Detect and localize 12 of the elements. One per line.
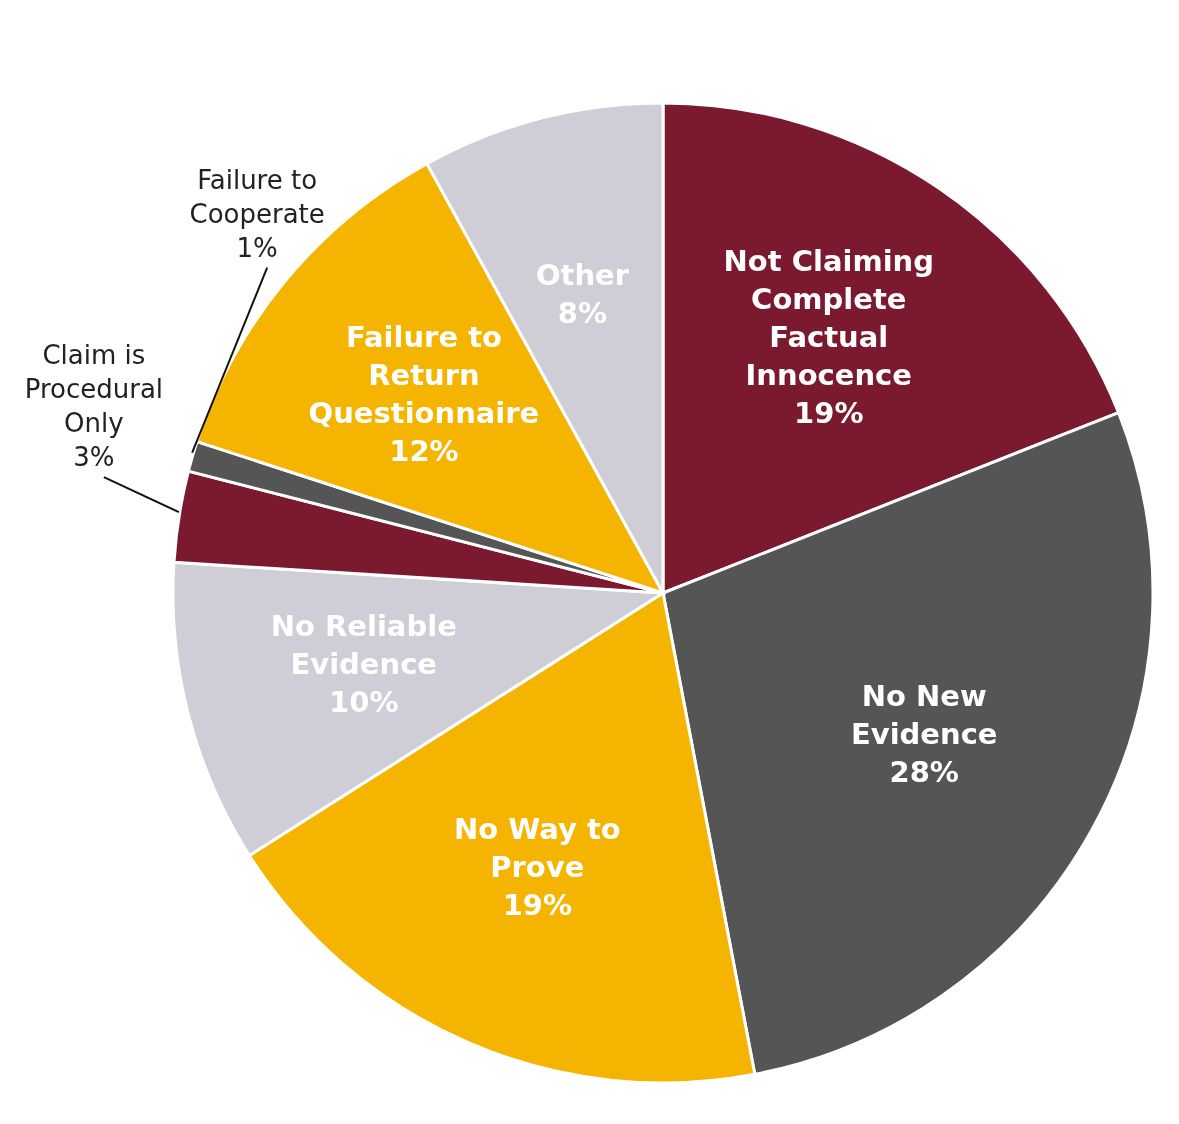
data-label: 28%	[889, 755, 959, 790]
slice-label: No New Evidence	[850, 679, 998, 752]
data-label: 1%	[236, 232, 278, 263]
slice-label: Claim is Procedural Only	[24, 340, 164, 439]
data-label: 19%	[502, 887, 573, 922]
slice-label: Failure to Cooperate	[189, 164, 325, 229]
slice-label: Not Claiming Complete Factual Innocence	[723, 243, 934, 392]
data-label: 19%	[794, 395, 864, 430]
slice-label: Failure to Return Questionnaire	[308, 320, 540, 431]
slice-label: No Way to Prove	[453, 811, 621, 884]
data-label: 3%	[73, 442, 115, 473]
data-label: 12%	[389, 434, 459, 469]
